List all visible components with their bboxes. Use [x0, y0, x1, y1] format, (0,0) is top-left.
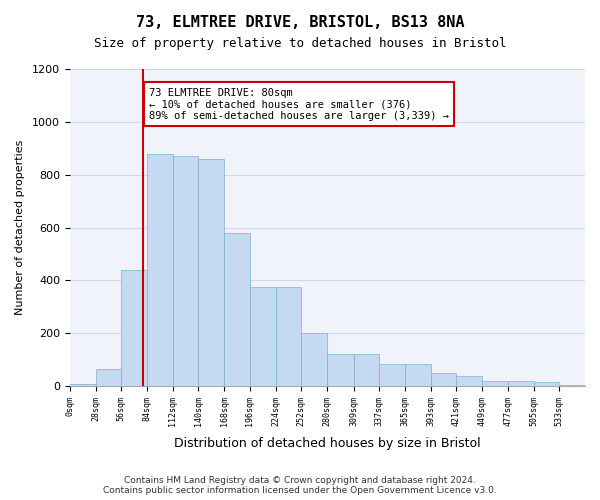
Text: Size of property relative to detached houses in Bristol: Size of property relative to detached ho… [94, 38, 506, 51]
Text: 73, ELMTREE DRIVE, BRISTOL, BS13 8NA: 73, ELMTREE DRIVE, BRISTOL, BS13 8NA [136, 15, 464, 30]
Bar [147, 154, 173, 386]
Bar [224, 233, 250, 386]
Bar [482, 381, 508, 386]
Bar [327, 354, 353, 386]
Bar [250, 287, 275, 386]
Bar [457, 376, 482, 386]
Text: Contains HM Land Registry data © Crown copyright and database right 2024.
Contai: Contains HM Land Registry data © Crown c… [103, 476, 497, 495]
X-axis label: Distribution of detached houses by size in Bristol: Distribution of detached houses by size … [174, 437, 481, 450]
Bar [199, 159, 224, 386]
Bar [508, 382, 533, 386]
Bar [379, 364, 405, 386]
Y-axis label: Number of detached properties: Number of detached properties [15, 140, 25, 316]
Bar [353, 354, 379, 386]
Text: 73 ELMTREE DRIVE: 80sqm
← 10% of detached houses are smaller (376)
89% of semi-d: 73 ELMTREE DRIVE: 80sqm ← 10% of detache… [149, 88, 449, 120]
Bar [301, 334, 327, 386]
Bar [275, 287, 301, 386]
Bar [431, 373, 457, 386]
Bar [70, 384, 95, 386]
Bar [121, 270, 147, 386]
Bar [533, 382, 559, 386]
Bar [95, 369, 121, 386]
Bar [173, 156, 199, 386]
Bar [405, 364, 431, 386]
